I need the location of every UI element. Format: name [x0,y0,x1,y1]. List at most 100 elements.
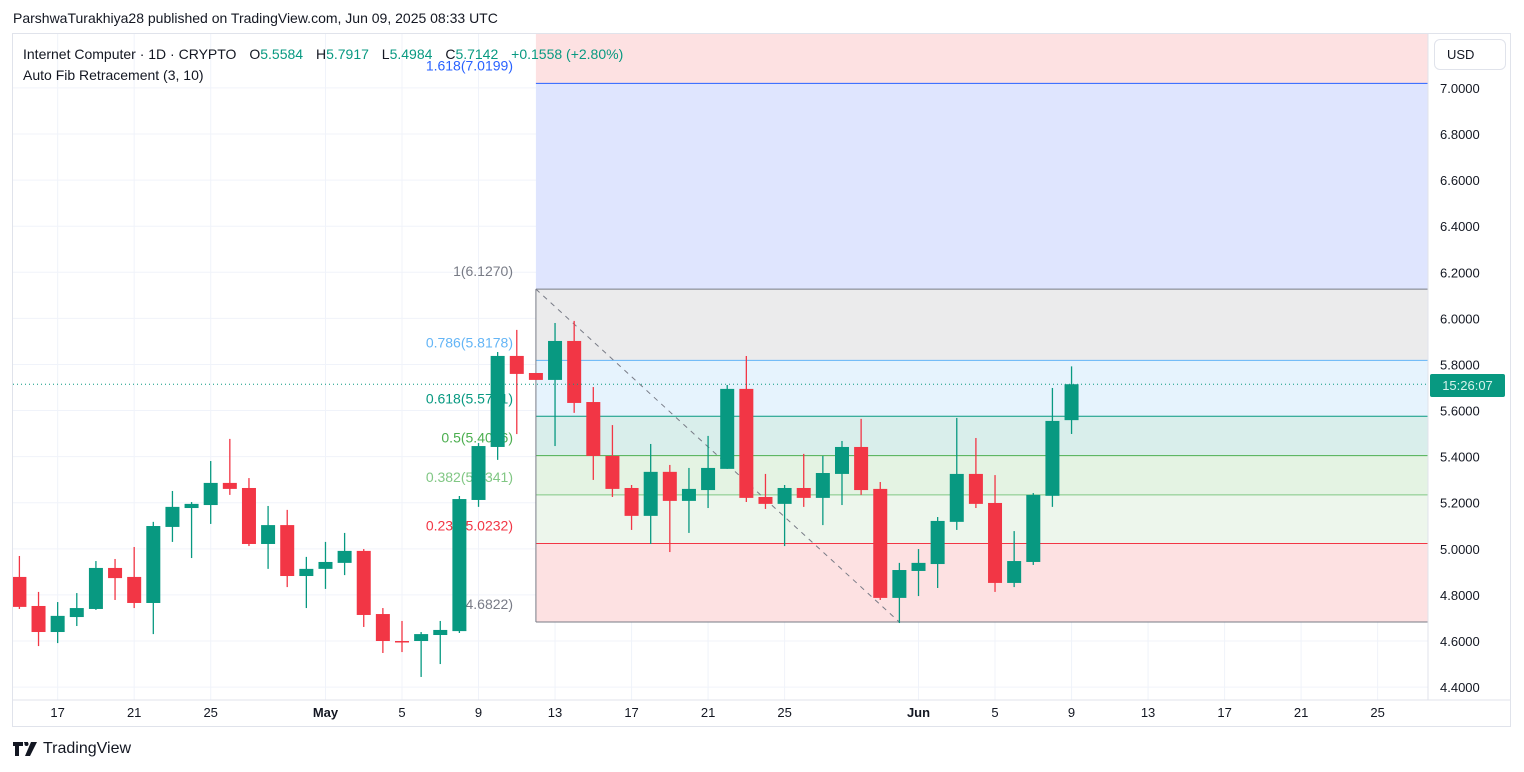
candle-body [13,576,27,607]
candle [739,355,754,503]
price-tick-label: 5.8000 [1440,357,1480,372]
candle-body [203,482,218,506]
candle-body [777,487,792,504]
candle-body [624,487,639,516]
candle-body [356,550,371,615]
currency-button[interactable]: USD [1434,39,1506,70]
candle [395,620,409,653]
candle-body [261,525,276,544]
tradingview-logo-text: TradingView [43,740,132,757]
time-tick-label: 17 [1217,705,1231,720]
candle-body [280,525,295,577]
candle [433,620,448,665]
candle [796,453,811,507]
price-tick-label: 6.2000 [1440,265,1480,280]
candles [13,320,1079,677]
time-tick-label: 25 [1370,705,1384,720]
candle-body [643,471,658,516]
candle-body [1007,561,1022,583]
candle [184,502,199,559]
tradingview-logo-icon [13,742,37,756]
fib-zone [535,543,1428,623]
fib-trend-line [535,288,900,623]
price-tick-label: 5.4000 [1440,450,1480,465]
time-tick-label: Jun [907,705,930,720]
candle [471,443,486,507]
candle [892,562,907,624]
candle [777,484,792,547]
candle [949,417,964,530]
candle [681,467,696,533]
price-axis[interactable]: 4.4000 4.6000 4.8000 5.0000 5.2000 5.4000 5.60… [1440,81,1480,695]
time-tick-label: 13 [1141,705,1155,720]
candle-body [395,641,409,643]
candle-body [586,402,601,456]
time-tick-label: 17 [50,705,64,720]
candle [662,464,677,553]
candle [127,546,142,609]
candle [69,593,84,627]
fib-zone [535,83,1428,290]
candle [241,478,256,547]
candle-body [1045,420,1060,496]
candle [701,435,716,509]
candle-body [127,576,142,603]
candle [108,558,123,600]
candle [1045,387,1060,507]
candle-body [50,615,65,633]
last-price-countdown-label: 15:26:07 [1430,374,1505,397]
indicator-legend-row[interactable]: Auto Fib Retracement (3, 10) [23,65,623,86]
price-tick-label: 4.8000 [1440,588,1480,603]
fib-level-label: 0(4.6822) [453,596,513,612]
candle [605,425,620,497]
candle [720,384,735,469]
candle [203,461,218,524]
fib-level-label: 0.236(5.0232) [426,517,513,533]
candle-body [968,473,983,504]
candle-body [758,496,773,504]
time-axis[interactable]: 17 21 25 May 5 9 13 17 21 25 Jun 5 9 13 17 21 25 [50,705,1384,720]
time-tick-label: May [313,705,339,720]
candle [873,481,888,600]
candle-body [433,629,448,636]
candle [548,322,563,447]
candle-body [911,562,926,571]
candle-body [892,570,907,598]
candle [528,372,543,380]
candle-body [681,488,696,501]
chart-legend: Internet Computer · 1D · CRYPTO O5.5584 … [23,44,623,86]
price-tick-label: 6.0000 [1440,311,1480,326]
candle [280,509,295,588]
indicator-title: Auto Fib Retracement (3, 10) [23,67,204,83]
close-value: 5.7142 [455,46,499,62]
candle [490,352,505,460]
candle [1007,531,1022,588]
tradingview-logo[interactable]: TradingView [13,740,131,758]
high-value: 5.7917 [326,46,369,62]
candle [509,329,524,435]
change-value: +0.1558 (+2.80%) [511,46,624,62]
candle [375,608,390,653]
candle [586,387,601,480]
candle-body [949,473,964,522]
candle [930,517,945,589]
candle [222,438,237,495]
candle-body [318,561,333,569]
price-tick-label: 4.4000 [1440,680,1480,695]
symbol-legend-row[interactable]: Internet Computer · 1D · CRYPTO O5.5584 … [23,44,623,65]
candle [50,602,65,644]
candle-body [873,488,888,598]
chart-frame [12,33,1511,727]
candle [318,541,333,589]
time-tick-label: 5 [991,705,998,720]
candle [13,555,27,609]
candle-body [1026,494,1041,562]
candle-body [31,605,46,633]
open-value: 5.5584 [260,46,304,62]
candle-body [471,446,486,500]
candle-body [184,503,199,509]
candle [146,521,161,635]
fib-level-label: 1(6.1270) [453,263,513,279]
candle-body [930,520,945,565]
